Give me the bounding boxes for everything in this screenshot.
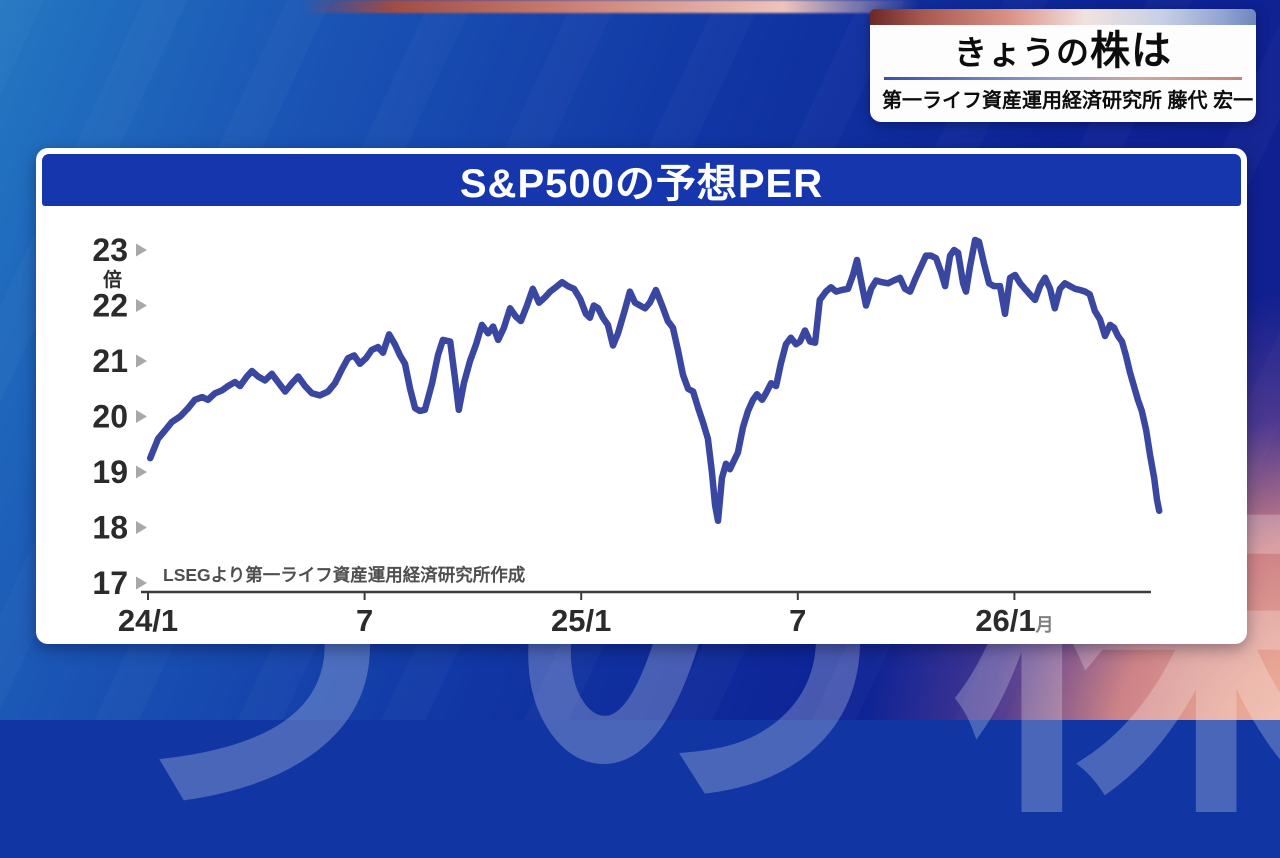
program-title-leading: きょうの: [954, 34, 1090, 71]
chart-header-bar: S&P500の予想PER: [42, 154, 1241, 206]
program-title: きょうの株は: [882, 26, 1244, 76]
analyst-credit: 第一ライフ資産運用経済研究所 藤代 宏一: [882, 90, 1254, 112]
chart-card: S&P500の予想PER: [36, 148, 1247, 644]
badge-divider-line: [884, 77, 1242, 80]
program-badge: きょうの株は 第一ライフ資産運用経済研究所 藤代 宏一: [870, 9, 1256, 122]
program-title-emphasis: 株は: [1090, 29, 1172, 73]
badge-gradient-strip: [870, 9, 1256, 25]
chart-title: S&P500の予想PER: [459, 162, 824, 206]
background-top-pink-band: [300, 0, 920, 13]
badge-body: きょうの株は 第一ライフ資産運用経済研究所 藤代 宏一: [870, 25, 1256, 122]
